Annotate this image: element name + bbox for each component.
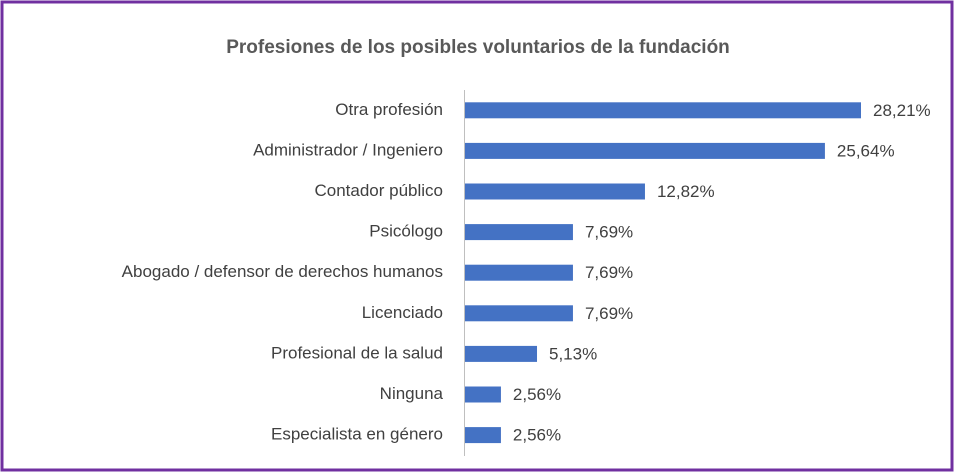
category-label: Especialista en género: [271, 425, 443, 444]
value-label: 7,69%: [585, 223, 633, 242]
value-label: 5,13%: [549, 344, 597, 363]
bar: [465, 183, 645, 200]
category-label: Psicólogo: [369, 222, 443, 241]
category-label: Otra profesión: [335, 100, 443, 119]
category-label: Administrador / Ingeniero: [253, 140, 443, 159]
bar: [465, 102, 861, 119]
bar: [465, 386, 501, 403]
category-label: Contador público: [314, 181, 443, 200]
value-label: 2,56%: [513, 426, 561, 445]
bar: [465, 427, 501, 444]
bar: [465, 224, 573, 241]
bar: [465, 345, 538, 362]
value-label: 12,82%: [657, 182, 715, 201]
value-label: 25,64%: [837, 141, 895, 160]
value-label: 7,69%: [585, 263, 633, 282]
chart-title: Profesiones de los posibles voluntarios …: [226, 37, 730, 58]
value-label: 28,21%: [873, 101, 931, 120]
value-label: 2,56%: [513, 385, 561, 404]
category-label: Licenciado: [362, 303, 443, 322]
bar: [465, 305, 573, 322]
value-label: 7,69%: [585, 304, 633, 323]
category-label: Ninguna: [380, 384, 444, 403]
bar: [465, 264, 573, 281]
category-label: Profesional de la salud: [271, 343, 443, 362]
category-label: Abogado / defensor de derechos humanos: [122, 262, 443, 281]
bar: [465, 142, 825, 159]
